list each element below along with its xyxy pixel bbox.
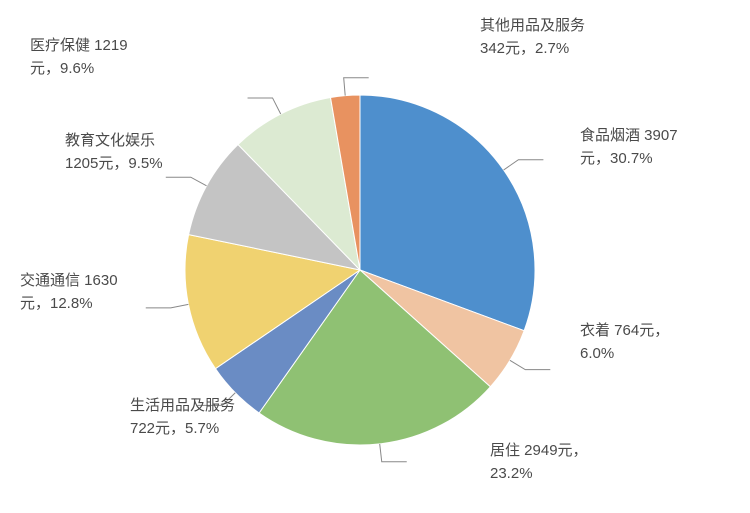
leader-其他用品及服务 (344, 78, 369, 96)
label-居住: 居住 2949元， 23.2% (490, 440, 588, 485)
pie-chart: 食品烟酒 3907 元，30.7% 衣着 764元， 6.0% 居住 2949元， … (0, 0, 750, 513)
label-食品烟酒: 食品烟酒 3907 元，30.7% (580, 125, 678, 170)
label-教育文化娱乐: 教育文化娱乐 1205元，9.5% (65, 130, 163, 175)
label-其他用品及服务: 其他用品及服务 342元，2.7% (480, 15, 585, 60)
label-交通通信: 交通通信 1630 元，12.8% (20, 270, 118, 315)
label-医疗保健: 医疗保健 1219 元，9.6% (30, 35, 128, 80)
leader-衣着 (510, 360, 550, 369)
label-衣着: 衣着 764元， 6.0% (580, 320, 669, 365)
leader-教育文化娱乐 (166, 177, 207, 186)
leader-居住 (380, 444, 407, 462)
leader-医疗保健 (248, 98, 281, 114)
leader-交通通信 (146, 304, 189, 308)
label-生活用品及服务: 生活用品及服务 722元，5.7% (130, 395, 235, 440)
leader-食品烟酒 (504, 160, 544, 170)
